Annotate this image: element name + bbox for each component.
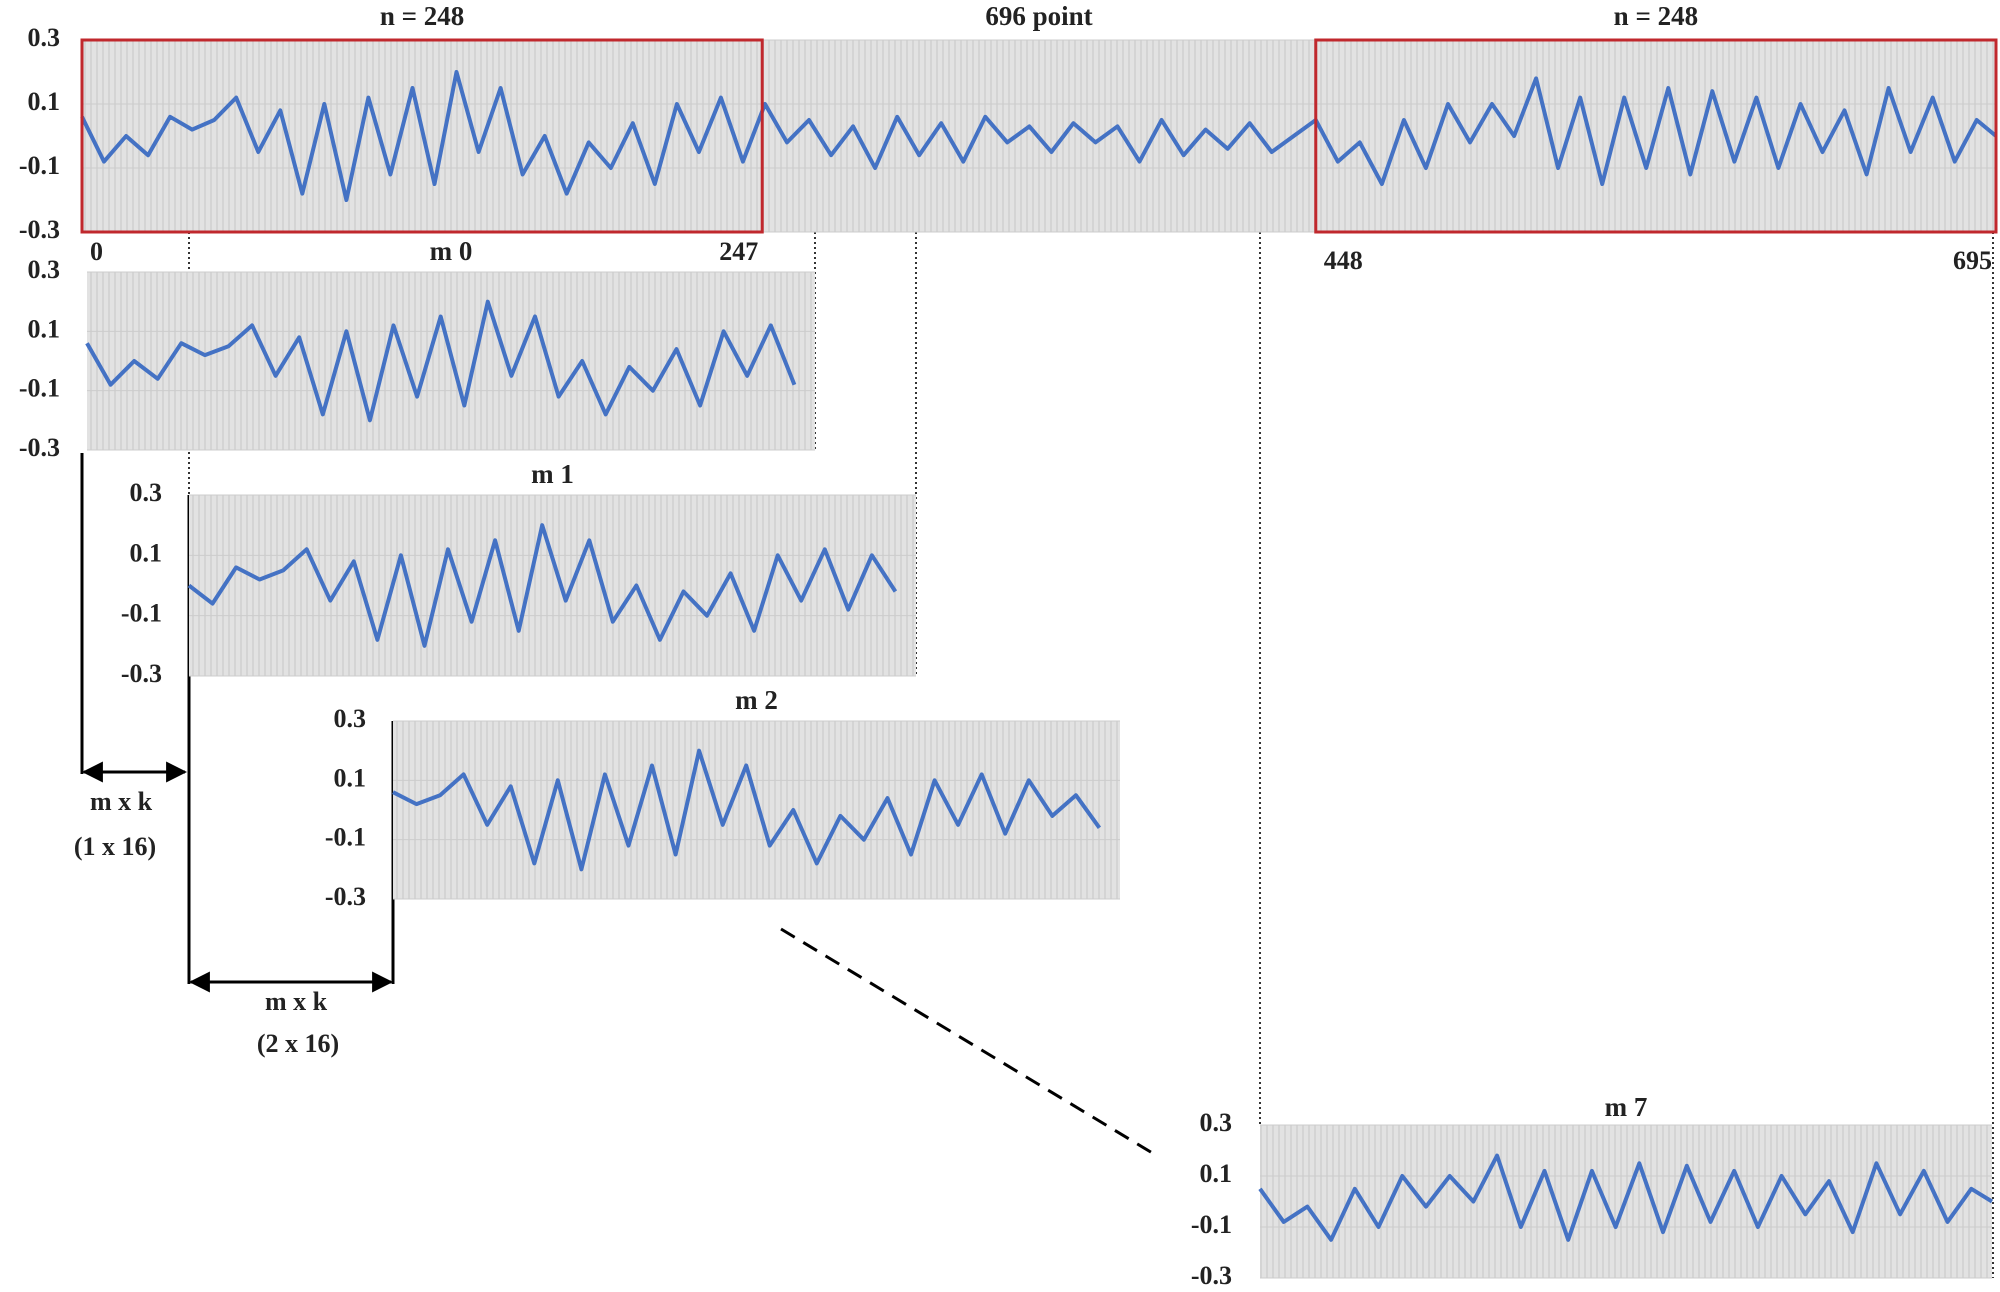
y-tick-label: -0.1 <box>325 823 366 852</box>
y-tick-label: -0.1 <box>19 374 60 403</box>
signal-chart: 0.3 0.1 -0.1 -0.3 m 2 <box>325 685 1120 911</box>
window-box <box>1314 38 1998 234</box>
y-tick-label: -0.3 <box>19 433 60 462</box>
chart-title: m 7 <box>1605 1092 1648 1122</box>
shift-label: m x k <box>90 787 153 816</box>
y-tick-label: 0.1 <box>28 314 61 343</box>
y-tick-label: 0.3 <box>28 23 61 52</box>
y-tick-label: 0.1 <box>334 763 367 792</box>
chart-title: m 1 <box>531 459 574 489</box>
signal-chart: 0.3 0.1 -0.1 -0.3 m 7 <box>1191 1092 1994 1290</box>
shift-label: m x k <box>265 987 328 1016</box>
y-tick-label: -0.3 <box>19 215 60 244</box>
signal-line <box>392 748 1102 872</box>
chart-title: m 0 <box>430 236 473 266</box>
y-tick-label: 0.3 <box>334 704 367 733</box>
y-tick-label: 0.1 <box>130 538 163 567</box>
signal-line <box>80 70 1998 202</box>
y-tick-label: 0.3 <box>28 255 61 284</box>
window-size-label: n = 248 <box>380 1 464 31</box>
y-tick-label: -0.3 <box>1191 1261 1232 1287</box>
y-tick-label: 0.1 <box>28 87 61 116</box>
y-tick-label: 0.3 <box>130 478 163 507</box>
chart-title: m 2 <box>735 685 778 715</box>
signal-line <box>85 299 797 423</box>
signal-chart: 0.3 0.1 -0.1 -0.3 696 point <box>19 1 1998 244</box>
y-tick-label: -0.1 <box>121 599 162 628</box>
y-tick-label: 0.1 <box>1200 1159 1233 1188</box>
y-tick-label: 0.3 <box>1200 1108 1233 1137</box>
y-tick-label: -0.1 <box>1191 1210 1232 1239</box>
plot-background <box>393 721 1120 899</box>
y-tick-label: -0.3 <box>325 882 366 911</box>
shift-detail: (1 x 16) <box>74 832 156 861</box>
y-tick-label: -0.1 <box>19 151 60 180</box>
signal-chart: 0.3 0.1 -0.1 -0.3 m 1 <box>121 459 916 688</box>
window-box <box>80 38 764 234</box>
ellipsis-line <box>780 927 1155 1156</box>
signal-line <box>187 523 898 648</box>
chart-title: 696 point <box>985 1 1092 31</box>
shift-detail: (2 x 16) <box>257 1029 339 1058</box>
window-size-label: n = 248 <box>1614 1 1698 31</box>
window-start-label: 448 <box>1324 246 1363 275</box>
window-end-label: 695 <box>1953 246 1992 275</box>
window-start-label: 0 <box>90 237 103 266</box>
window-end-label: 247 <box>719 237 758 266</box>
y-tick-label: -0.3 <box>121 659 162 688</box>
signal-chart: 0.3 0.1 -0.1 -0.3 m 0 <box>19 236 815 462</box>
signal-line <box>1258 1153 1994 1242</box>
